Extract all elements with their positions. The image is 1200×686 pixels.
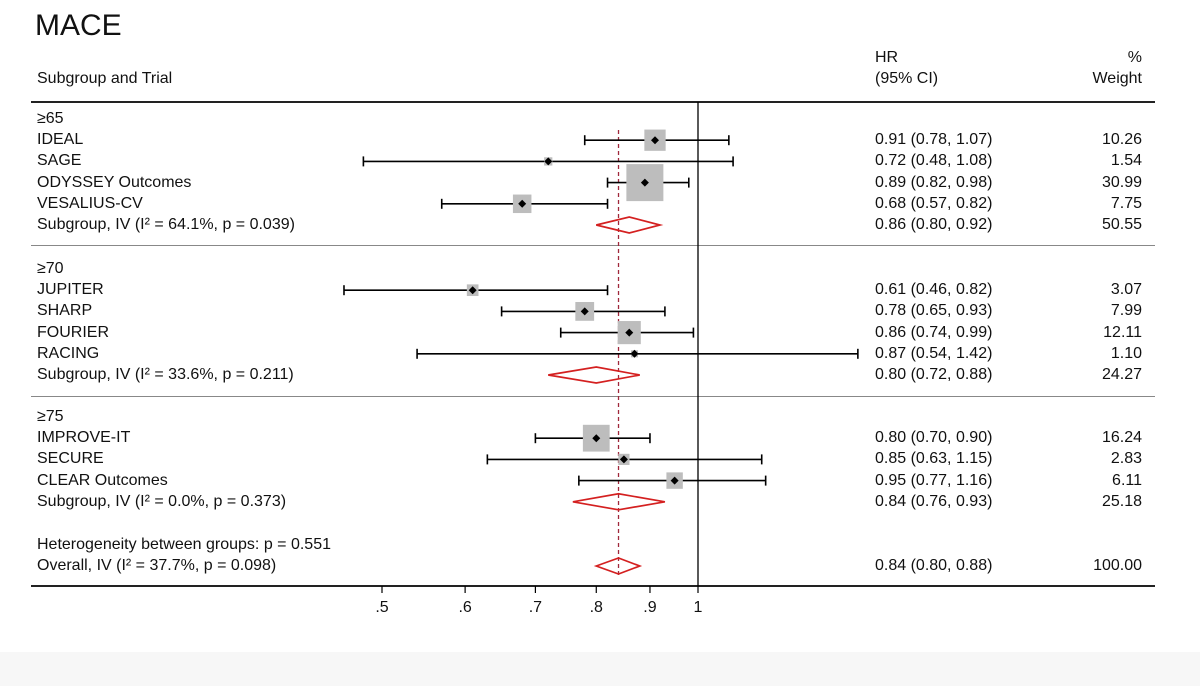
- study-hr-ci: 0.86 (0.74, 0.99): [875, 323, 993, 341]
- study-weight: 7.99: [1110, 302, 1142, 320]
- point-estimate: [625, 328, 634, 337]
- study-label: CLEAR Outcomes: [37, 471, 168, 489]
- study-label: FOURIER: [37, 323, 109, 341]
- study-hr-ci: 0.85 (0.63, 1.15): [875, 450, 993, 468]
- subgroup-weight: 25.18: [1101, 492, 1142, 510]
- point-estimate: [468, 286, 477, 295]
- header-subgroup-label: Subgroup and Trial: [37, 70, 173, 87]
- study-weight: 12.11: [1103, 323, 1142, 341]
- study-weight: 3.07: [1110, 281, 1142, 299]
- x-tick-label: .9: [643, 599, 656, 616]
- study-hr-ci: 0.68 (0.57, 0.82): [875, 194, 993, 212]
- study-hr-ci: 0.78 (0.65, 0.93): [875, 302, 993, 320]
- subgroup-hr-ci: 0.86 (0.80, 0.92): [875, 216, 993, 233]
- subgroup-summary-label: Subgroup, IV (I² = 33.6%, p = 0.211): [37, 366, 294, 383]
- x-tick-label: .6: [458, 599, 471, 616]
- study-hr-ci: 0.61 (0.46, 0.82): [875, 281, 993, 299]
- subgroup-hr-ci: 0.80 (0.72, 0.88): [875, 366, 993, 383]
- header-rule: [31, 101, 1155, 103]
- study-label: JUPITER: [37, 281, 104, 299]
- study-hr-ci: 0.72 (0.48, 1.08): [875, 152, 993, 170]
- subgroup-weight: 24.27: [1101, 366, 1142, 383]
- point-estimate: [630, 349, 639, 358]
- subgroup-diamond: [596, 216, 664, 234]
- point-estimate: [518, 199, 527, 208]
- subgroup-summary-label: Subgroup, IV (I² = 0.0%, p = 0.373): [37, 492, 287, 510]
- x-tick-label: .7: [529, 599, 542, 616]
- study-weight: 16.24: [1101, 429, 1142, 447]
- study-label: SECURE: [37, 450, 104, 468]
- x-tick-label: .5: [375, 599, 388, 616]
- study-hr-ci: 0.91 (0.78, 1.07): [875, 131, 993, 149]
- heterogeneity-text: Heterogeneity between groups: p = 0.551: [37, 536, 331, 553]
- subgroup-diamond: [548, 366, 640, 384]
- point-estimate: [592, 434, 601, 443]
- chart-title: MACE: [35, 9, 122, 42]
- overall-hr-ci: 0.84 (0.80, 0.88): [875, 557, 993, 574]
- study-weight: 7.75: [1110, 194, 1142, 212]
- header-percent-label: %: [1127, 49, 1142, 66]
- study-label: SAGE: [37, 152, 82, 170]
- point-estimate: [544, 157, 553, 166]
- study-label: VESALIUS-CV: [37, 194, 143, 212]
- group-label: ≥70: [37, 260, 64, 277]
- point-estimate: [670, 476, 679, 485]
- overall-weight: 100.00: [1093, 557, 1142, 574]
- group-label: ≥65: [37, 110, 64, 127]
- footer-band: [0, 652, 1200, 686]
- subgroup-weight: 50.55: [1101, 216, 1142, 233]
- x-tick-label: 1: [694, 599, 703, 616]
- study-hr-ci: 0.95 (0.77, 1.16): [875, 471, 993, 489]
- point-estimate: [619, 455, 628, 464]
- study-weight: 2.83: [1110, 450, 1142, 468]
- study-label: IMPROVE-IT: [37, 429, 131, 447]
- study-hr-ci: 0.87 (0.54, 1.42): [875, 344, 993, 362]
- study-weight: 30.99: [1101, 173, 1142, 191]
- study-hr-ci: 0.80 (0.70, 0.90): [875, 429, 993, 447]
- overall-label: Overall, IV (I² = 37.7%, p = 0.098): [37, 557, 277, 574]
- study-weight: 6.11: [1112, 471, 1142, 489]
- study-label: RACING: [37, 344, 100, 362]
- study-label: ODYSSEY Outcomes: [37, 173, 192, 191]
- group-separator-1: [31, 245, 1155, 246]
- study-weight: 1.54: [1110, 152, 1142, 170]
- study-weight: 1.10: [1110, 344, 1142, 362]
- group-separator-2: [31, 396, 1155, 397]
- x-tick-label: .8: [590, 599, 603, 616]
- header-weight-label: Weight: [1092, 70, 1142, 87]
- point-estimate: [640, 178, 649, 187]
- overall-diamond: [593, 557, 643, 575]
- study-hr-ci: 0.89 (0.82, 0.98): [875, 173, 993, 191]
- subgroup-hr-ci: 0.84 (0.76, 0.93): [875, 492, 993, 510]
- subgroup-summary-label: Subgroup, IV (I² = 64.1%, p = 0.039): [37, 216, 295, 233]
- header-hr-label: HR: [875, 49, 899, 66]
- point-estimate: [651, 136, 660, 145]
- group-label: ≥75: [37, 408, 64, 425]
- point-estimate: [580, 307, 589, 316]
- footer-rule: [31, 585, 1155, 587]
- study-weight: 10.26: [1101, 131, 1142, 149]
- study-label: SHARP: [37, 302, 93, 320]
- study-label: IDEAL: [37, 131, 84, 149]
- header-ci-label: (95% CI): [875, 70, 939, 87]
- subgroup-diamond: [572, 492, 666, 511]
